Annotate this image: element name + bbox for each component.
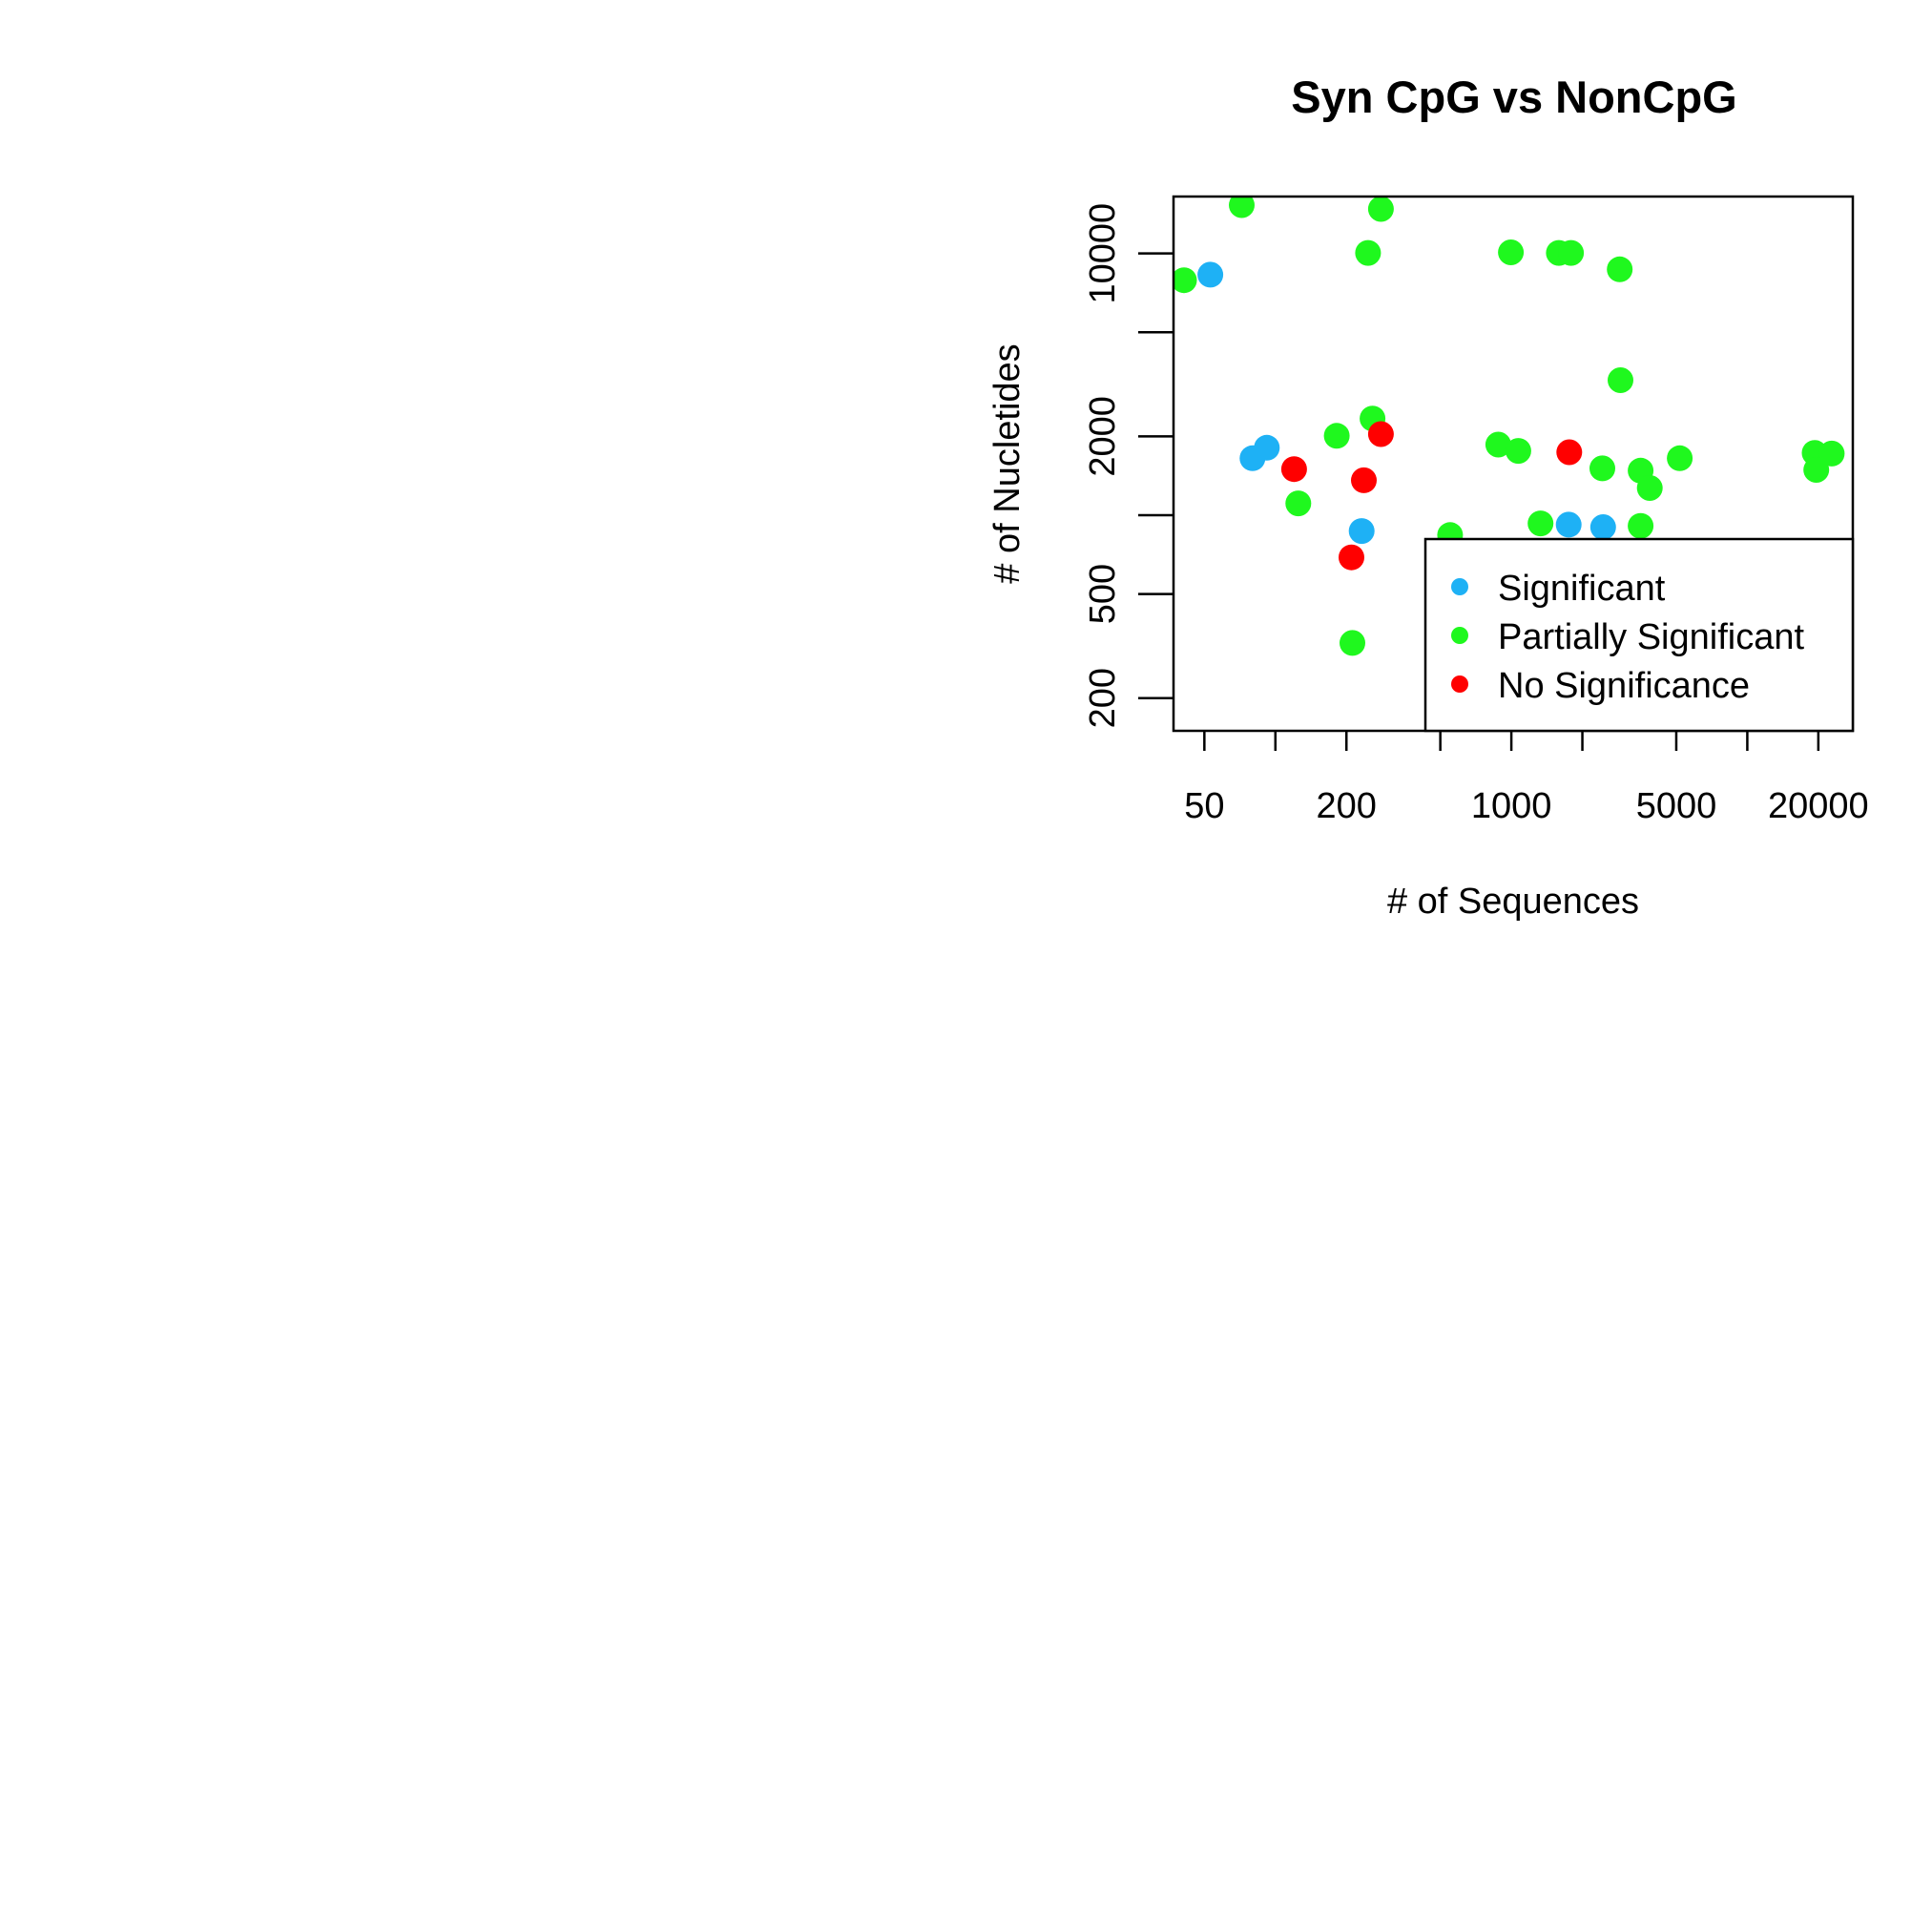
point-partially-significant-17 [1608, 367, 1633, 393]
point-no-significance-1 [1339, 544, 1364, 571]
point-no-significance-2 [1351, 467, 1377, 493]
point-no-significance-4 [1556, 439, 1583, 466]
legend-marker-partially-significant [1451, 627, 1468, 644]
y-axis-label: # of Nucletides [987, 343, 1028, 583]
x-tick-label-200: 200 [1317, 786, 1377, 826]
y-tick-label-200: 200 [1083, 668, 1123, 728]
point-partially-significant-20 [1636, 475, 1663, 501]
legend-label-significant: Significant [1498, 569, 1666, 609]
point-significant-5 [1589, 514, 1616, 540]
point-no-significance-0 [1280, 456, 1307, 483]
point-no-significance-3 [1367, 421, 1394, 447]
x-axis-label: # of Sequences [1387, 882, 1639, 922]
x-tick-label-5000: 5000 [1636, 786, 1717, 826]
y-tick-label-2000: 2000 [1083, 396, 1123, 477]
x-tick-label-20000: 20000 [1768, 786, 1869, 826]
point-partially-significant-24 [1818, 440, 1845, 467]
point-partially-significant-7 [1367, 197, 1394, 222]
point-partially-significant-10 [1498, 239, 1525, 265]
legend-label-partially-significant: Partially Significant [1498, 617, 1804, 657]
legend-marker-significant [1451, 578, 1468, 595]
legend-label-no-significance: No Significance [1498, 666, 1750, 706]
x-tick-label-50: 50 [1184, 786, 1224, 826]
y-axis: 200 500 2000 10000 [1083, 203, 1174, 728]
point-partially-significant-16 [1607, 256, 1633, 282]
point-partially-significant-12 [1527, 510, 1554, 537]
chart-title: Syn CpG vs NonCpG [1291, 72, 1736, 122]
point-partially-significant-9 [1485, 431, 1511, 458]
y-tick-label-500: 500 [1083, 564, 1123, 624]
legend-box [1423, 537, 1855, 733]
point-partially-significant-1 [1229, 197, 1255, 218]
x-tick-label-1000: 1000 [1471, 786, 1552, 826]
point-partially-significant-19 [1628, 512, 1654, 539]
legend: Significant Partially Significant No Sig… [1423, 537, 1855, 733]
point-partially-significant-21 [1667, 445, 1693, 471]
point-partially-significant-4 [1340, 630, 1365, 656]
point-partially-significant-23 [1803, 457, 1830, 483]
point-significant-4 [1555, 511, 1582, 538]
point-partially-significant-15 [1589, 455, 1615, 482]
point-partially-significant-5 [1355, 239, 1381, 266]
y-tick-label-10000: 10000 [1083, 203, 1123, 304]
point-partially-significant-3 [1323, 423, 1350, 449]
point-partially-significant-14 [1558, 239, 1585, 266]
point-significant-0 [1197, 261, 1224, 288]
x-axis: 50 200 1000 5000 20000 [1184, 731, 1869, 826]
point-significant-2 [1254, 434, 1280, 461]
legend-marker-no-significance [1451, 675, 1468, 693]
point-partially-significant-11 [1505, 438, 1531, 465]
point-significant-3 [1348, 518, 1375, 545]
point-partially-significant-0 [1174, 267, 1197, 294]
point-partially-significant-2 [1285, 490, 1312, 517]
